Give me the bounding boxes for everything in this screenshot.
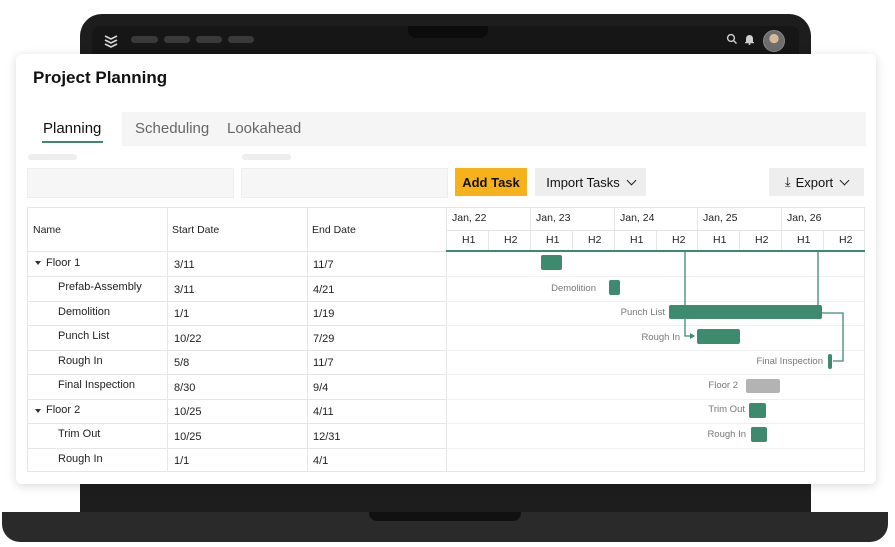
gantt-day-header: Jan, 22: [452, 212, 487, 224]
row-start[interactable]: 10/22: [174, 333, 202, 345]
row-start[interactable]: 1/1: [174, 308, 190, 320]
row-name[interactable]: Punch List: [58, 330, 110, 342]
collapse-caret-icon[interactable]: [35, 409, 41, 413]
camera-notch: [408, 26, 488, 38]
gantt-bar[interactable]: [697, 329, 740, 344]
bell-icon[interactable]: [744, 33, 755, 45]
row-name[interactable]: Prefab-Assembly: [58, 281, 142, 293]
gantt-bar-label: Floor 2: [708, 380, 738, 391]
chevron-down-icon: [839, 175, 850, 185]
gantt-bar[interactable]: [746, 379, 780, 393]
gantt-bar-label: Trim Out: [708, 404, 745, 415]
gantt-bar-label: Rough In: [707, 429, 746, 440]
export-button[interactable]: ⤓ Export: [769, 168, 864, 196]
page-title: Project Planning: [33, 68, 168, 87]
column-header-end-date[interactable]: End Date: [312, 224, 356, 236]
column-header-start-date[interactable]: Start Date: [172, 224, 220, 236]
gantt-day-header: Jan, 25: [703, 212, 738, 224]
import-tasks-label: Import Tasks: [546, 174, 620, 190]
row-end[interactable]: 12/31: [313, 431, 341, 443]
add-task-label: Add Task: [462, 174, 520, 190]
row-start[interactable]: 10/25: [174, 431, 202, 443]
chevron-down-icon: [626, 175, 637, 185]
row-name[interactable]: Rough In: [58, 453, 103, 465]
gantt-day-header: Jan, 24: [620, 212, 655, 224]
gantt-bar[interactable]: [749, 403, 766, 418]
nav-placeholder[interactable]: [228, 36, 254, 43]
row-start[interactable]: 3/11: [174, 259, 195, 271]
gantt-dependency-lines: [684, 252, 844, 362]
project-planning-card: Project Planning Planning Scheduling Loo…: [16, 54, 876, 484]
row-start[interactable]: 10/25: [174, 406, 202, 418]
gantt-half-header: H1: [630, 234, 644, 246]
tab-bar: [24, 112, 866, 146]
row-name[interactable]: Demolition: [58, 306, 110, 318]
planning-grid: Name Start Date End Date Jan, 22 Jan, 23…: [27, 207, 865, 472]
row-end[interactable]: 11/7: [313, 357, 334, 369]
gantt-bar[interactable]: [828, 354, 832, 369]
active-tab-background: [24, 112, 122, 146]
gantt-bar-label: Final Inspection: [756, 356, 823, 367]
filter-input[interactable]: [27, 168, 234, 198]
gantt-half-header: H2: [755, 234, 769, 246]
download-icon: ⤓: [784, 174, 791, 189]
row-name[interactable]: Floor 2: [46, 404, 81, 416]
row-start[interactable]: 8/30: [174, 382, 196, 394]
gantt-half-header: H1: [713, 234, 727, 246]
row-end[interactable]: 7/29: [313, 333, 335, 345]
laptop-base-notch: [369, 512, 521, 521]
export-label: Export: [795, 174, 834, 190]
row-name[interactable]: Rough In: [58, 355, 103, 367]
filter-input[interactable]: [241, 168, 448, 198]
filter-label-placeholder: [242, 154, 291, 160]
collapse-caret-icon[interactable]: [35, 261, 41, 265]
row-name[interactable]: Trim Out: [58, 428, 101, 440]
nav-placeholder[interactable]: [196, 36, 222, 43]
nav-placeholder[interactable]: [131, 36, 158, 43]
row-name[interactable]: Final Inspection: [58, 379, 136, 391]
row-start[interactable]: 5/8: [174, 357, 190, 369]
row-end[interactable]: 4/21: [313, 284, 335, 296]
add-task-button[interactable]: Add Task: [455, 168, 527, 196]
gantt-bar-label: Demolition: [551, 283, 596, 294]
gantt-half-header: H1: [546, 234, 560, 246]
row-end[interactable]: 4/11: [313, 406, 334, 418]
gantt-bar[interactable]: [609, 280, 620, 295]
gantt-bar-label: Punch List: [620, 307, 665, 318]
row-name[interactable]: Floor 1: [46, 257, 81, 269]
avatar[interactable]: [763, 30, 785, 52]
search-icon[interactable]: [726, 33, 738, 45]
row-end[interactable]: 4/1: [313, 455, 329, 467]
gantt-half-header: H2: [672, 234, 686, 246]
active-tab-indicator: [42, 141, 103, 143]
tab-planning[interactable]: Planning: [43, 120, 102, 137]
row-end[interactable]: 11/7: [313, 259, 334, 271]
stack-logo-icon[interactable]: [103, 32, 119, 48]
gantt-half-header: H2: [504, 234, 518, 246]
gantt-half-header: H1: [797, 234, 811, 246]
row-start[interactable]: 1/1: [174, 455, 190, 467]
gantt-half-header: H2: [588, 234, 602, 246]
gantt-day-header: Jan, 26: [787, 212, 822, 224]
tab-lookahead[interactable]: Lookahead: [227, 120, 302, 137]
row-end[interactable]: 9/4: [313, 382, 329, 394]
row-end[interactable]: 1/19: [313, 308, 335, 320]
gantt-day-header: Jan, 23: [536, 212, 571, 224]
gantt-bar[interactable]: [751, 427, 767, 442]
gantt-bar[interactable]: [541, 255, 562, 270]
filter-label-placeholder: [28, 154, 77, 160]
row-start[interactable]: 3/11: [174, 284, 195, 296]
column-header-name[interactable]: Name: [33, 224, 62, 236]
gantt-bar[interactable]: [669, 305, 822, 319]
tab-scheduling[interactable]: Scheduling: [135, 120, 210, 137]
gantt-half-header: H2: [839, 234, 853, 246]
gantt-half-header: H1: [462, 234, 476, 246]
nav-placeholder[interactable]: [164, 36, 190, 43]
import-tasks-button[interactable]: Import Tasks: [535, 168, 646, 196]
gantt-bar-label: Rough In: [641, 332, 680, 343]
